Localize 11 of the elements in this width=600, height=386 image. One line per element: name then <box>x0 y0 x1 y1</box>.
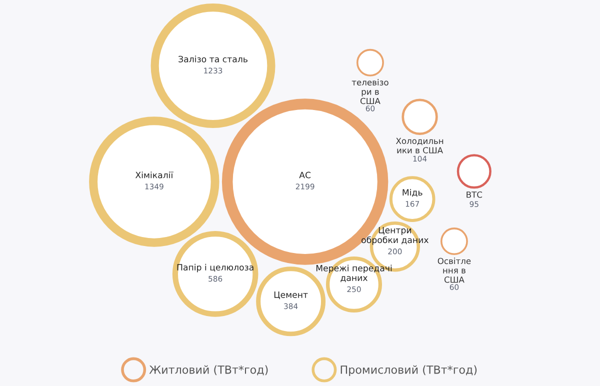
category-label: Освітле ння в США <box>438 258 471 283</box>
category-label: Холодильн ики в США <box>396 138 444 154</box>
category-label: ВТС <box>466 191 482 198</box>
category-label: Залізо та сталь <box>178 56 248 62</box>
legend-label: Житловий (ТВт*год) <box>149 365 268 376</box>
category-label: Цемент <box>274 292 308 300</box>
category-label: АС <box>299 172 311 178</box>
category-label: Хімікалії <box>135 172 174 178</box>
category-label: телевізо ри в США <box>352 79 388 104</box>
category-label: Мідь <box>402 188 422 197</box>
legend-label: Промисловий (ТВт*год) <box>340 365 477 376</box>
